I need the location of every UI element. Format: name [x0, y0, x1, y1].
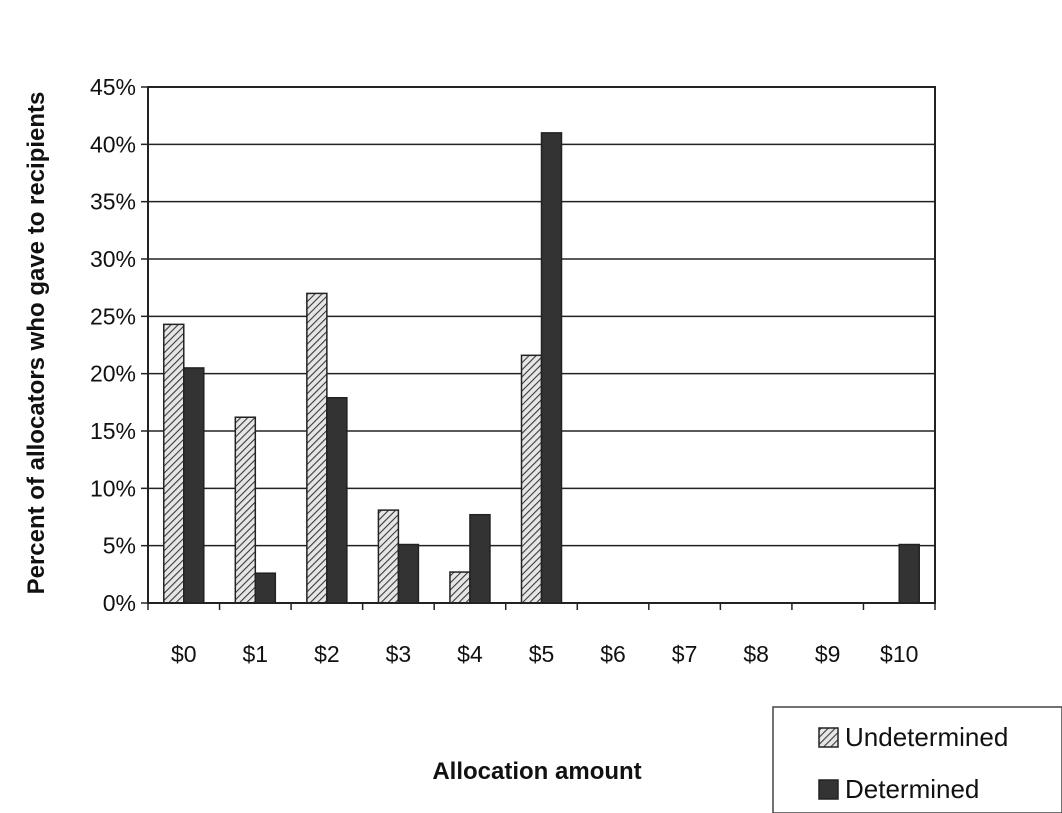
y-tick-label: 10% [90, 475, 136, 501]
bar-determined [898, 543, 920, 604]
x-tick-label: $1 [243, 641, 269, 667]
y-axis-title: Percent of allocators who gave to recipi… [23, 92, 50, 595]
x-tick-label: $3 [386, 641, 412, 667]
legend: Undetermined Determined [772, 706, 1062, 813]
x-axis-ticks: $0 $1 $2 $3 $4 $5 $6 $7 $8 $9 $10 [147, 603, 936, 667]
bar-determined [397, 543, 420, 604]
bar-undetermined [234, 416, 257, 604]
x-tick-label: $5 [529, 641, 555, 667]
y-axis-ticks: 0% 5% 10% 15% 20% 25% 30% 35% 40% 45% [90, 74, 148, 616]
y-tick-label: 0% [103, 590, 136, 616]
legend-swatch-determined [818, 779, 839, 800]
legend-label-determined: Determined [845, 774, 979, 804]
bar-undetermined [520, 354, 543, 604]
y-tick-label: 5% [103, 533, 136, 559]
bar-undetermined [163, 323, 185, 604]
bar-determined [540, 132, 563, 604]
bar-undetermined [449, 571, 471, 604]
y-tick-label: 20% [90, 361, 136, 387]
legend-swatch-undetermined [818, 727, 839, 748]
bars [163, 132, 920, 604]
bar-determined [254, 572, 277, 604]
bar-undetermined [306, 292, 328, 604]
y-tick-label: 40% [90, 131, 136, 157]
x-tick-label: $8 [743, 641, 769, 667]
x-tick-label: $7 [672, 641, 698, 667]
bar-determined [469, 513, 491, 604]
x-tick-label: $0 [171, 641, 197, 667]
y-tick-label: 25% [90, 303, 136, 329]
x-tick-label: $4 [457, 641, 483, 667]
x-axis-title: Allocation amount [432, 758, 641, 785]
bar-undetermined [377, 509, 400, 604]
x-tick-label: $10 [880, 641, 918, 667]
y-tick-label: 45% [90, 74, 136, 100]
y-tick-label: 15% [90, 418, 136, 444]
x-tick-label: $6 [600, 641, 626, 667]
y-tick-label: 30% [90, 246, 136, 272]
y-tick-label: 35% [90, 189, 136, 215]
bar-determined [326, 396, 348, 604]
bar-determined [183, 367, 205, 604]
legend-label-undetermined: Undetermined [845, 722, 1008, 752]
x-tick-label: $9 [815, 641, 841, 667]
x-tick-label: $2 [314, 641, 340, 667]
